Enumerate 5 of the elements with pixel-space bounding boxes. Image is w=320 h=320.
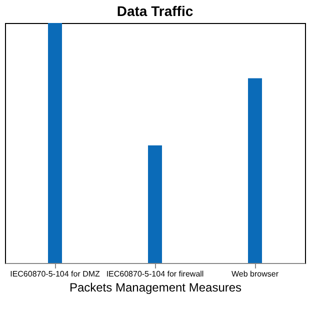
x-tick-label: IEC60870-5-104 for DMZ xyxy=(10,270,100,278)
x-axis-title: Packets Management Measures xyxy=(69,280,242,294)
x-tick-label: IEC60870-5-104 for firewall xyxy=(106,270,204,278)
chart-title: Data Traffic xyxy=(116,3,194,19)
x-tick-label: Web browser xyxy=(232,270,279,278)
